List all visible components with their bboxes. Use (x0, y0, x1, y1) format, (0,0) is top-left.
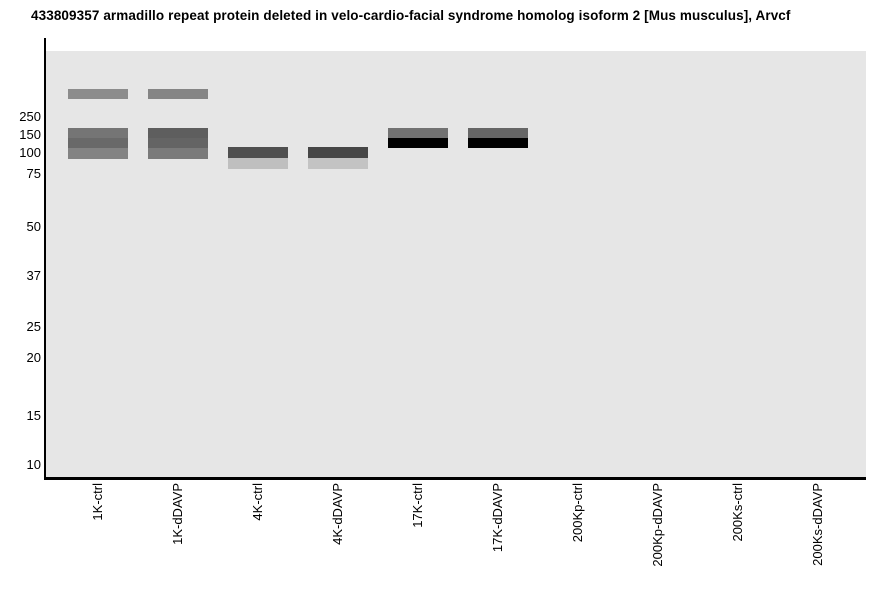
lane-label-4K-dDAVP: 4K-dDAVP (330, 483, 345, 545)
y-tick-label-75: 75 (26, 166, 41, 181)
lane-label-200Kp-ctrl: 200Kp-ctrl (570, 483, 585, 543)
y-tick-label-15: 15 (26, 408, 41, 423)
y-tick-label-150: 150 (19, 127, 41, 142)
lane-label-17K-dDAVP: 17K-dDAVP (490, 483, 505, 553)
lane-label-17K-ctrl: 17K-ctrl (410, 483, 425, 528)
lane-label-200Ks-ctrl: 200Ks-ctrl (730, 483, 745, 542)
lane-label-1K-ctrl: 1K-ctrl (90, 483, 105, 521)
y-tick-label-10: 10 (26, 457, 41, 472)
y-tick-label-20: 20 (26, 350, 41, 365)
y-tick-label-25: 25 (26, 319, 41, 334)
y-tick-label-37: 37 (26, 268, 41, 283)
lane-label-200Ks-dDAVP: 200Ks-dDAVP (810, 483, 825, 566)
figure-title: 433809357 armadillo repeat protein delet… (31, 8, 791, 23)
lane-label-200Kp-dDAVP: 200Kp-dDAVP (650, 483, 665, 567)
x-axis-line (44, 477, 866, 480)
lane-label-4K-ctrl: 4K-ctrl (250, 483, 265, 521)
y-tick-label-250: 250 (19, 109, 41, 124)
gel-plot-area (46, 51, 866, 477)
y-tick-label-100: 100 (19, 145, 41, 160)
y-axis-line (44, 38, 46, 480)
y-tick-label-50: 50 (26, 219, 41, 234)
lane-label-1K-dDAVP: 1K-dDAVP (170, 483, 185, 545)
